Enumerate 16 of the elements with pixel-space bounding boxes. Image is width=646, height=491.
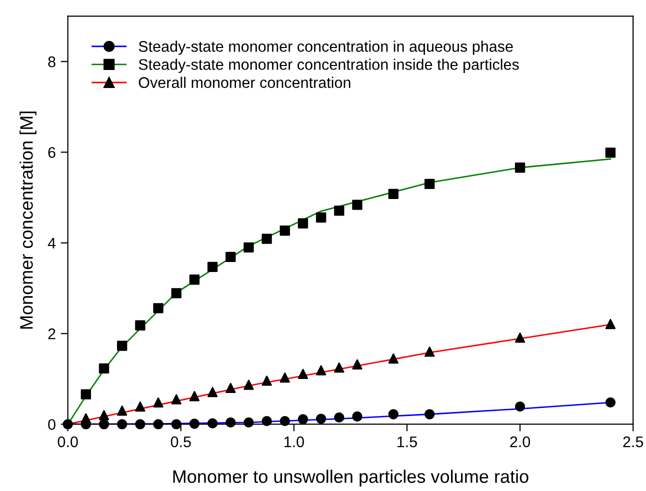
x-tick-label: 1.0 [284, 436, 304, 448]
y-tick-label: 6 [48, 147, 56, 158]
y-tick-label: 2 [48, 328, 56, 340]
x-tick-label: 2.5 [623, 436, 644, 448]
y-tick-label: 8 [48, 56, 56, 68]
legend-label: Steady-state monomer concentration inside the particles [138, 58, 519, 73]
x-tick-label: 0.5 [170, 436, 191, 448]
legend-label: Overall monomer concentration [138, 76, 350, 88]
x-axis-title: Monomer to unswollen particles volume ratio [173, 470, 528, 487]
y-axis-title: Monomer concentration [M] [20, 112, 36, 329]
x-tick-label: 2.0 [510, 436, 530, 448]
y-tick-label: 0 [48, 419, 56, 430]
legend-label: Steady-state monomer concentration in aqueous phase [138, 40, 513, 55]
y-tick-label: 4 [48, 238, 56, 248]
x-tick-label: 1.5 [398, 436, 417, 448]
x-tick-label: 0.0 [58, 436, 78, 448]
